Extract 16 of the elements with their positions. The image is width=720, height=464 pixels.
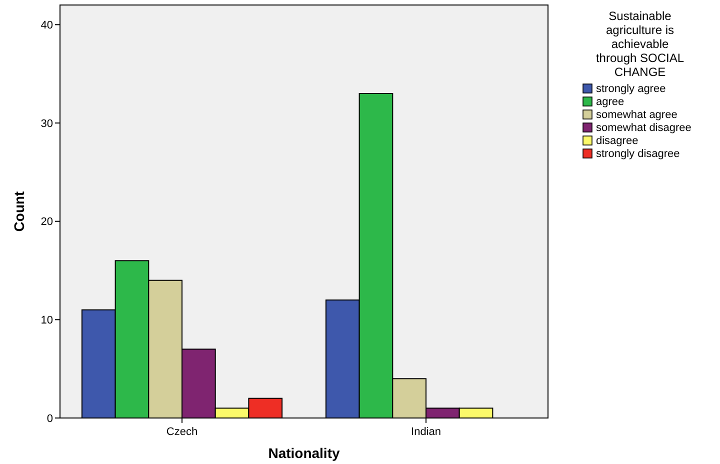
legend-label: somewhat disagree	[596, 122, 692, 134]
x-axis-title: Nationality	[268, 445, 340, 461]
legend-label: agree	[596, 96, 624, 108]
y-tick-label: 30	[40, 118, 53, 130]
legend-label: strongly disagree	[596, 148, 680, 160]
legend-label: somewhat agree	[596, 109, 678, 121]
legend-title: Sustainable agriculture is achievable through SOCIAL CHANGE	[596, 9, 684, 79]
x-tick-label: Indian	[411, 426, 441, 438]
y-tick-label: 0	[46, 412, 53, 425]
x-tick-label: Czech	[166, 426, 198, 438]
y-axis-title: Count	[11, 190, 27, 232]
y-tick-label: 10	[40, 314, 53, 327]
legend-label: disagree	[596, 135, 638, 147]
y-tick-label: 20	[40, 216, 53, 228]
legend-label: strongly agree	[596, 83, 666, 95]
y-tick-label: 40	[40, 20, 53, 32]
